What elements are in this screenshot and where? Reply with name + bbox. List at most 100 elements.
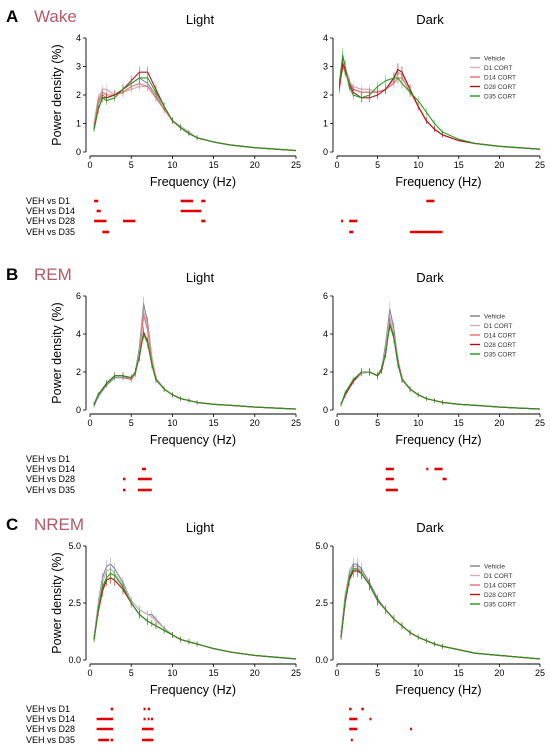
legend-label: D28 CORT	[484, 592, 516, 599]
comparison-label: VEH vs D35	[26, 485, 75, 495]
y-tick-label: 3	[76, 62, 81, 72]
series-d28-cort	[93, 66, 297, 152]
chart-c-dark: 0.0 2.5 5.0 0 5 10 15 20 25 Frequency (Hz) Vehicle…	[315, 541, 545, 742]
series-line	[93, 71, 297, 152]
y-tick-label: 2	[76, 367, 81, 377]
y-tick-label: 0	[323, 147, 328, 157]
series-d35-cort	[340, 562, 541, 660]
panel-letter-c: C	[6, 515, 18, 534]
x-tick-label: 10	[413, 418, 423, 428]
x-tick-label: 20	[494, 160, 504, 170]
x-tick-label: 15	[454, 160, 464, 170]
comparison-label: VEH vs D14	[26, 714, 75, 724]
series-line	[340, 568, 541, 660]
x-tick-label: 25	[535, 668, 545, 678]
x-tick-label: 20	[494, 418, 504, 428]
comparison-label: VEH vs D14	[26, 464, 75, 474]
y-tick-label: 3	[323, 62, 328, 72]
x-tick-label: 0	[87, 418, 92, 428]
legend-label: Vehicle	[484, 563, 505, 570]
series-vehicle	[93, 296, 297, 410]
series-d35-cort	[93, 72, 297, 152]
legend-label: D35 CORT	[484, 351, 516, 358]
y-tick-label: 0	[76, 147, 81, 157]
x-tick-label: 20	[250, 418, 260, 428]
y-tick-label: 1	[323, 119, 328, 129]
x-tick-label: 0	[334, 160, 339, 170]
series-line	[340, 316, 541, 410]
x-axis-label: Frequency (Hz)	[150, 433, 236, 447]
series-line	[93, 77, 297, 152]
x-tick-label: 25	[535, 418, 545, 428]
panel-title-wake: Wake	[34, 7, 77, 26]
chart-a-dark: 0 1 2 3 4 0 5 10 15 20 25 Frequency (Hz) Vehicle D1 C…	[323, 33, 545, 234]
x-tick-label: 0	[87, 668, 92, 678]
x-tick-label: 5	[375, 160, 380, 170]
y-tick-label: 0	[76, 405, 81, 415]
series-line	[340, 565, 541, 660]
series-line	[93, 83, 297, 152]
panel-title-nrem: NREM	[34, 515, 84, 534]
series-d28-cort	[93, 326, 297, 410]
panel-letter-a: A	[6, 7, 18, 26]
series-line	[93, 303, 297, 410]
series-d1-cort	[93, 304, 297, 410]
y-tick-label: 4	[323, 329, 328, 339]
chart-c-light: 0.0 2.5 5.0 0 5 10 15 20 25 Frequency (Hz) Power d…	[50, 541, 301, 742]
x-tick-label: 0	[334, 668, 339, 678]
x-tick-label: 10	[413, 160, 423, 170]
y-tick-label: 4	[76, 33, 81, 43]
comparison-label: VEH vs D28	[26, 474, 75, 484]
x-tick-label: 20	[494, 668, 504, 678]
y-tick-label: 2.5	[315, 598, 328, 608]
comparison-label: VEH vs D35	[26, 735, 75, 745]
x-tick-label: 10	[167, 418, 177, 428]
x-tick-label: 10	[413, 668, 423, 678]
comparison-label: VEH vs D28	[26, 724, 75, 734]
y-tick-label: 6	[323, 291, 328, 301]
panel-title-rem: REM	[34, 265, 72, 284]
y-tick-label: 1	[76, 119, 81, 129]
x-tick-label: 25	[291, 160, 301, 170]
comparison-label: VEH vs D14	[26, 206, 75, 216]
light-title: Light	[186, 520, 215, 535]
series-d35-cort	[93, 328, 297, 410]
series-line	[93, 85, 297, 152]
x-axis-label: Frequency (Hz)	[395, 433, 481, 447]
x-axis-label: Frequency (Hz)	[150, 683, 236, 697]
dark-title: Dark	[416, 520, 444, 535]
x-tick-label: 25	[535, 160, 545, 170]
comparison-label: VEH vs D28	[26, 216, 75, 226]
y-axis-label: Power density (%)	[50, 552, 64, 653]
y-tick-label: 5.0	[68, 541, 81, 551]
light-title: Light	[186, 270, 215, 285]
y-tick-label: 2	[323, 367, 328, 377]
legend-label: D35 CORT	[484, 93, 516, 100]
x-tick-label: 5	[375, 668, 380, 678]
series-d35-cort	[340, 318, 541, 410]
comparison-label: VEH vs D35	[26, 227, 75, 237]
legend-label: D1 CORT	[484, 573, 512, 580]
legend-label: D28 CORT	[484, 342, 516, 349]
chart-a-light: 0 1 2 3 4 0 5 10 15 20 25 Frequency (Hz) Power densi…	[50, 33, 301, 234]
chart-b-dark: 0 2 4 6 0 5 10 15 20 25 Frequency (Hz) Vehicle D1 CO…	[323, 291, 545, 492]
x-tick-label: 10	[167, 160, 177, 170]
chart-b-light: 0 2 4 6 0 5 10 15 20 25 Frequency (Hz) Power densit…	[50, 291, 301, 492]
x-axis-label: Frequency (Hz)	[395, 683, 481, 697]
y-tick-label: 2.5	[68, 598, 81, 608]
x-tick-label: 15	[209, 668, 219, 678]
y-tick-label: 2	[76, 90, 81, 100]
series-d14-cort	[340, 316, 541, 410]
x-tick-label: 0	[87, 160, 92, 170]
series-d14-cort	[93, 308, 297, 410]
comparison-label: VEH vs D1	[26, 454, 70, 464]
x-tick-label: 25	[291, 668, 301, 678]
comparison-label: VEH vs D1	[26, 196, 70, 206]
y-tick-label: 0.0	[315, 655, 328, 665]
series-vehicle	[93, 72, 297, 152]
legend-label: D35 CORT	[484, 601, 516, 608]
y-tick-label: 0	[323, 405, 328, 415]
x-tick-label: 25	[291, 418, 301, 428]
y-axis-label: Power density (%)	[50, 302, 64, 403]
